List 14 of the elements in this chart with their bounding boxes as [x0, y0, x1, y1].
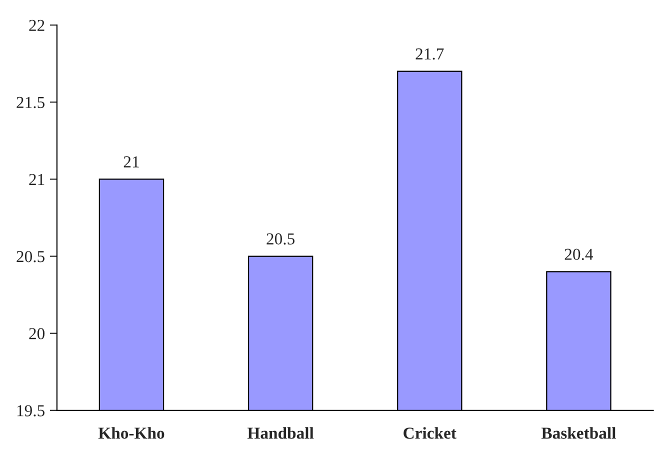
x-tick-label: Kho-Kho: [98, 427, 164, 439]
y-tick-label: 20.5: [16, 250, 44, 262]
y-tick-label: 20: [29, 328, 45, 340]
data-label: 20.5: [266, 233, 294, 245]
data-label: 21: [124, 156, 139, 168]
y-tick-label: 21: [29, 174, 44, 185]
x-tick-label: Basketball: [541, 427, 616, 439]
x-tick-label: Handball: [248, 427, 314, 439]
y-tick-label: 19.5: [17, 405, 44, 416]
y-tick-label: 22: [29, 20, 44, 31]
y-tick-label: 21.5: [16, 96, 44, 108]
x-tick-label: Cricket: [404, 427, 456, 439]
data-label: 21.7: [416, 48, 444, 60]
data-label: 20.4: [564, 248, 594, 260]
